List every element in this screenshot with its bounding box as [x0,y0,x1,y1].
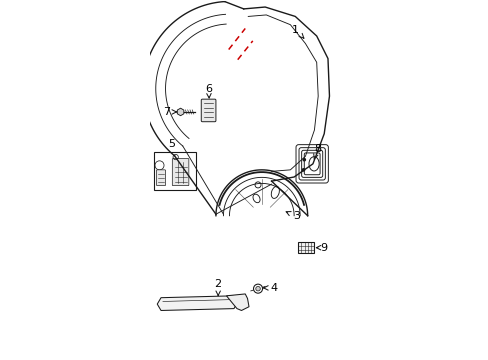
Circle shape [170,301,174,305]
Circle shape [185,301,189,305]
Bar [298,242,314,253]
FancyBboxPatch shape [295,145,327,183]
FancyBboxPatch shape [156,170,165,186]
FancyBboxPatch shape [201,99,216,122]
Text: 1: 1 [291,24,303,38]
FancyBboxPatch shape [172,158,188,186]
FancyBboxPatch shape [298,148,325,180]
Polygon shape [226,294,248,310]
Text: 7: 7 [163,107,176,117]
Text: 8: 8 [313,144,321,159]
Bar [153,152,195,190]
Text: 4: 4 [263,283,277,293]
FancyBboxPatch shape [301,150,322,177]
Polygon shape [157,296,237,310]
Text: 3: 3 [285,211,299,221]
Circle shape [303,158,305,161]
Text: 2: 2 [214,279,221,296]
Text: 6: 6 [205,84,212,98]
Ellipse shape [308,157,319,171]
Text: 5: 5 [168,139,175,149]
Text: 9: 9 [316,243,327,253]
Circle shape [255,287,260,291]
Circle shape [253,284,262,293]
Circle shape [302,169,304,171]
FancyBboxPatch shape [304,153,320,175]
